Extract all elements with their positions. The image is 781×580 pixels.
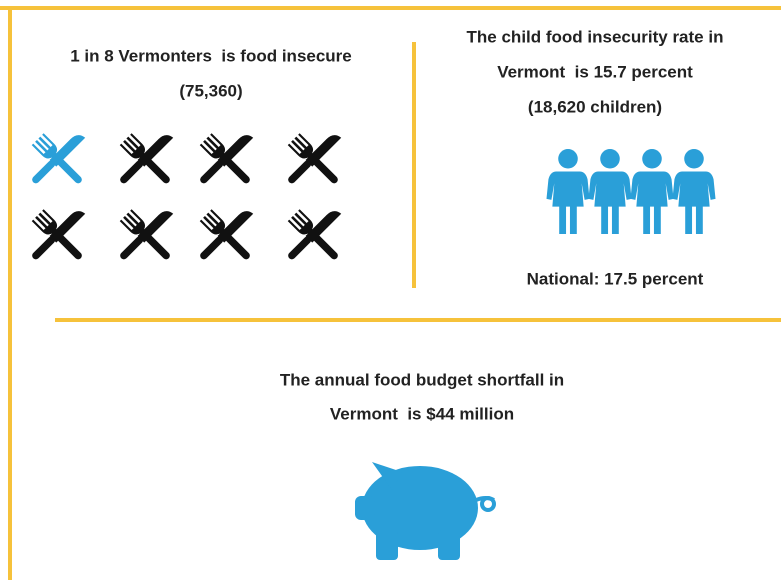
cutlery-grid <box>30 131 343 265</box>
cutlery-icon <box>30 207 87 265</box>
left-count: (75,360) <box>179 81 242 100</box>
national-rate: National: 17.5 percent <box>527 269 704 288</box>
cutlery-icon <box>286 131 343 189</box>
cutlery-icon <box>118 131 175 189</box>
cutlery-icon <box>198 131 255 189</box>
cutlery-icon <box>198 207 255 265</box>
piggy-bank-icon <box>355 462 496 560</box>
cutlery-icon-highlight <box>30 131 87 189</box>
bottom-line: Vermont is $44 million <box>330 404 514 423</box>
left-title: 1 in 8 Vermonters is food insecure <box>70 46 352 65</box>
cutlery-icon <box>118 207 175 265</box>
children-icon <box>546 148 716 235</box>
right-line: The child food insecurity rate in <box>467 27 724 46</box>
cutlery-icon <box>286 207 343 265</box>
bottom-line: The annual food budget shortfall in <box>280 370 564 389</box>
right-line: (18,620 children) <box>528 97 662 116</box>
right-line: Vermont is 15.7 percent <box>497 62 693 81</box>
